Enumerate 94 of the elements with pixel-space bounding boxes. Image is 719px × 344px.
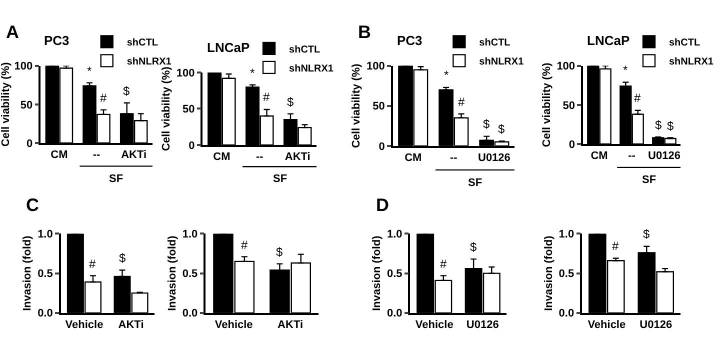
legend-label: shCTL	[126, 38, 158, 49]
x-tick-label: CM	[404, 152, 422, 164]
x-tick-label: U0126	[648, 150, 680, 162]
chart-title: LNCaP	[587, 33, 630, 48]
y-tick-label: 1.0	[38, 228, 53, 241]
y-axis-title: Cell viability (%)	[350, 63, 363, 148]
y-axis-title: Invasion (fold)	[166, 235, 178, 311]
y-tick-label: 100	[176, 67, 195, 80]
y-tick-label: 0	[568, 138, 576, 151]
annotation: $	[483, 117, 490, 131]
annotation: $	[287, 95, 294, 109]
x-tick-label: CM	[213, 150, 230, 163]
y-axis-title: Invasion (fold)	[542, 235, 555, 311]
y-tick-label: 0	[378, 140, 385, 153]
text: SF	[468, 177, 482, 189]
y-tick-label: 0.5	[182, 268, 198, 280]
annotation: $	[119, 251, 126, 265]
y-tick-label: 100	[366, 60, 385, 73]
legend-label: shCTL	[479, 38, 510, 49]
x-tick-label: AKTi	[118, 318, 144, 331]
x-tick-label: U0126	[478, 152, 510, 164]
annotation: #	[89, 257, 96, 271]
x-tick-label: --	[450, 152, 458, 164]
x-tick-label: CM	[590, 150, 608, 162]
x-tick-label: --	[256, 150, 264, 163]
annotation: $	[498, 122, 505, 136]
y-tick-label: 50	[562, 100, 576, 112]
annotation: *	[250, 66, 255, 80]
x-tick-label: --	[92, 148, 101, 161]
y-tick-label: 0.5	[386, 268, 402, 280]
legend-label: shCTL	[669, 38, 700, 49]
y-tick-label: 50	[182, 104, 195, 116]
legend-label: shNLRX1	[669, 56, 714, 68]
y-axis-title: Cell viability (%)	[160, 66, 173, 151]
x-tick-label: Vehicle	[415, 318, 454, 331]
text: A	[6, 22, 19, 42]
x-tick-label: Vehicle	[214, 318, 253, 331]
y-tick-label: 50	[372, 100, 385, 113]
x-tick-label: Vehicle	[588, 318, 626, 331]
y-axis-title: Invasion (fold)	[22, 235, 34, 311]
annotation: $	[643, 227, 650, 241]
y-tick-label: 0.5	[558, 268, 574, 280]
x-tick-label: U0126	[466, 318, 499, 331]
text: SF	[109, 173, 124, 185]
annotation: #	[612, 239, 619, 253]
y-tick-label: 0.0	[558, 308, 574, 320]
text: C	[26, 195, 39, 215]
x-tick-label: U0126	[640, 318, 672, 331]
chart-title: PC3	[44, 33, 70, 48]
legend-label: shNLRX1	[126, 56, 172, 68]
x-tick-label: CM	[50, 148, 68, 161]
annotation: $	[123, 84, 130, 98]
x-tick-label: AKTi	[284, 150, 310, 163]
text: B	[358, 22, 371, 42]
y-tick-label: 0.5	[38, 268, 53, 280]
x-tick-label: Vehicle	[65, 318, 104, 331]
y-axis-title: Cell viability (%)	[540, 62, 553, 148]
legend-label: shCTL	[289, 44, 320, 56]
annotation: #	[100, 91, 107, 105]
y-tick-label: 50	[20, 99, 33, 112]
text: SF	[273, 173, 288, 185]
y-axis-title: Invasion (fold)	[371, 235, 384, 311]
annotation: $	[667, 119, 674, 133]
annotation: *	[623, 63, 628, 77]
y-tick-label: 0	[188, 140, 195, 152]
y-tick-label: 100	[556, 60, 576, 73]
annotation: #	[440, 257, 447, 271]
y-tick-label: 0	[26, 138, 33, 150]
annotation: *	[87, 64, 92, 78]
y-tick-label: 1.0	[182, 228, 198, 241]
y-tick-label: 100	[14, 60, 33, 73]
annotation: #	[634, 91, 641, 105]
y-tick-label: 0.0	[38, 308, 53, 320]
x-tick-label: --	[628, 150, 636, 162]
text: SF	[642, 174, 656, 186]
annotation: $	[276, 245, 283, 259]
annotation: #	[241, 238, 248, 252]
annotation: $	[470, 240, 477, 254]
legend-label: shNLRX1	[289, 63, 334, 74]
y-axis-title: Cell viability (%)	[0, 62, 12, 147]
y-tick-label: 0.0	[182, 308, 198, 320]
annotation: #	[458, 95, 465, 109]
annotation: *	[444, 68, 449, 82]
chart-title: LNCaP	[207, 40, 250, 55]
text: D	[376, 195, 389, 215]
legend-label: shNLRX1	[479, 56, 524, 68]
x-tick-label: AKTi	[278, 318, 304, 331]
y-tick-label: 1.0	[558, 228, 574, 241]
chart-title: PC3	[397, 33, 422, 48]
y-tick-label: 0.0	[386, 308, 402, 320]
x-tick-label: AKTi	[121, 148, 147, 161]
annotation: $	[655, 118, 662, 132]
y-tick-label: 1.0	[386, 228, 402, 241]
annotation: #	[263, 90, 270, 104]
